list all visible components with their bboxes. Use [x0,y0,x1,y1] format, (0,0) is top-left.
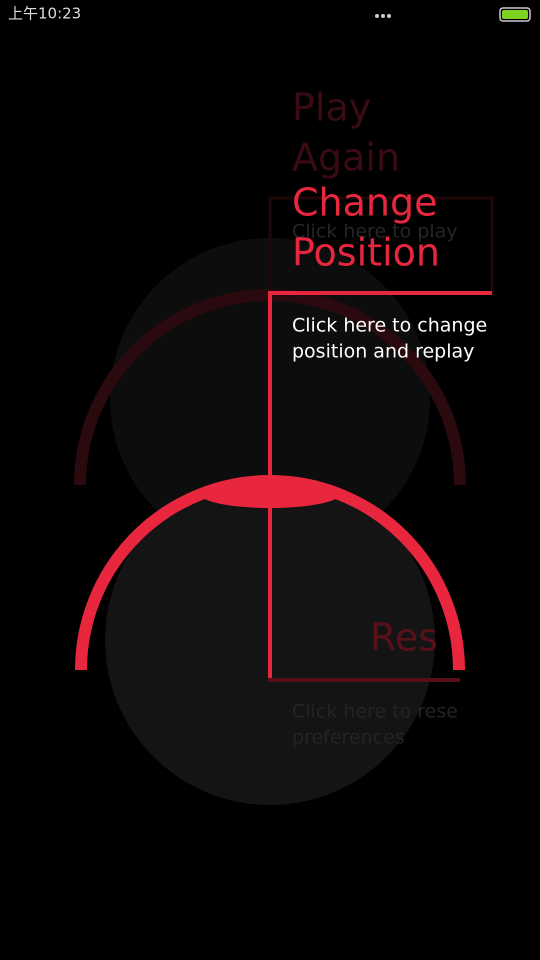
status-icons [375,7,531,22]
item-description: preferences [292,727,405,749]
item-title: Play [292,86,371,130]
item-description: position and replay [292,341,474,363]
item-description: Click here to rese [292,701,458,723]
item-title: Change [292,181,438,225]
item-title: Res [370,616,438,660]
status-time: 上午10:23 [8,5,81,23]
pointer-lines [268,291,492,682]
item-description: Click here to play [292,221,458,243]
item-title: Again [292,136,400,180]
item-description: Click here to change [292,315,487,337]
item-title: Position [292,231,440,275]
